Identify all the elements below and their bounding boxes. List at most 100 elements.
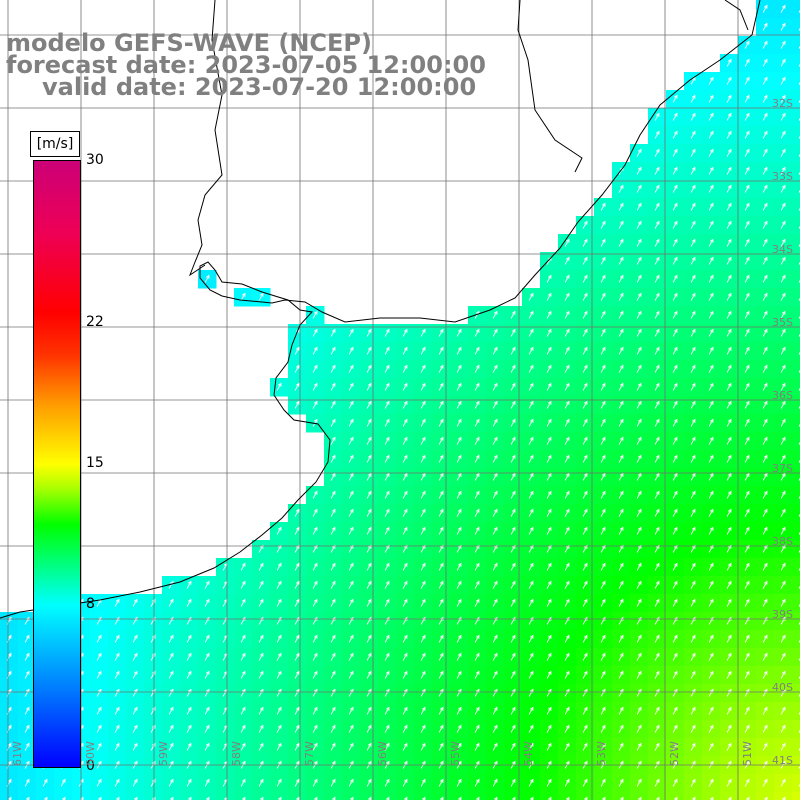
wind-arrow <box>618 256 624 265</box>
wind-arrow <box>618 238 624 247</box>
wind-arrow <box>618 670 624 679</box>
wind-arrow <box>420 580 426 589</box>
wind-arrow <box>24 634 30 643</box>
wind-arrow <box>780 580 786 589</box>
wind-arrow <box>654 400 660 409</box>
wind-arrow <box>348 724 354 733</box>
wind-arrow <box>240 724 246 733</box>
wind-arrow <box>402 436 408 445</box>
wind-arrow <box>438 346 444 355</box>
wind-arrow <box>546 328 552 337</box>
wind-arrow <box>762 418 768 427</box>
wind-arrow <box>654 508 660 517</box>
wind-arrow <box>384 526 390 535</box>
wind-arrow <box>672 418 678 427</box>
wind-cell <box>270 792 289 800</box>
wind-arrow <box>672 220 678 229</box>
wind-arrow <box>708 310 714 319</box>
wind-arrow <box>276 724 282 733</box>
wind-arrow <box>618 454 624 463</box>
wind-arrow <box>402 544 408 553</box>
wind-arrow <box>618 580 624 589</box>
wind-arrow <box>294 526 300 535</box>
wind-arrow <box>294 598 300 607</box>
wind-arrow <box>528 562 534 571</box>
wind-arrow <box>546 454 552 463</box>
wind-arrow <box>168 652 174 661</box>
wind-arrow <box>276 544 282 553</box>
wind-arrow <box>96 742 102 751</box>
wind-cell <box>486 792 505 800</box>
wind-arrow <box>384 382 390 391</box>
wind-arrow <box>474 652 480 661</box>
wind-arrow <box>600 238 606 247</box>
wind-arrow <box>780 184 786 193</box>
wind-arrow <box>528 490 534 499</box>
wind-arrow <box>510 508 516 517</box>
wind-arrow <box>780 148 786 157</box>
wind-arrow <box>582 238 588 247</box>
wind-arrow <box>708 652 714 661</box>
wind-arrow <box>276 742 282 751</box>
wind-arrow <box>312 580 318 589</box>
wind-arrow <box>744 364 750 373</box>
wind-arrow <box>186 652 192 661</box>
wind-arrow <box>636 634 642 643</box>
wind-arrow <box>726 670 732 679</box>
wind-arrow <box>168 706 174 715</box>
wind-arrow <box>456 328 462 337</box>
wind-arrow <box>330 724 336 733</box>
wind-arrow <box>636 454 642 463</box>
wind-arrow <box>582 634 588 643</box>
wind-arrow <box>672 598 678 607</box>
wind-arrow <box>672 382 678 391</box>
wind-arrow <box>546 310 552 319</box>
wind-arrow <box>492 706 498 715</box>
wind-arrow <box>636 580 642 589</box>
wind-arrow <box>618 472 624 481</box>
wind-arrow <box>690 436 696 445</box>
wind-arrow <box>384 598 390 607</box>
wind-arrow <box>348 454 354 463</box>
wind-arrow <box>474 472 480 481</box>
wind-arrow <box>708 382 714 391</box>
wind-arrow <box>402 328 408 337</box>
wind-arrow <box>420 706 426 715</box>
wind-arrow <box>708 328 714 337</box>
wind-cell <box>126 792 145 800</box>
wind-arrow <box>564 652 570 661</box>
wind-arrow <box>528 544 534 553</box>
wind-arrow <box>132 724 138 733</box>
wind-arrow <box>762 472 768 481</box>
wind-arrow <box>780 562 786 571</box>
wind-arrow <box>384 742 390 751</box>
wind-arrow <box>744 454 750 463</box>
wind-arrow <box>474 580 480 589</box>
wind-arrow <box>474 490 480 499</box>
wind-cell <box>162 792 181 800</box>
wind-arrow <box>348 346 354 355</box>
wind-arrow <box>456 508 462 517</box>
wind-arrow <box>510 328 516 337</box>
wind-arrow <box>384 454 390 463</box>
wind-arrow <box>366 706 372 715</box>
wind-arrow <box>600 580 606 589</box>
wind-arrow <box>276 706 282 715</box>
wind-arrow <box>780 598 786 607</box>
wind-arrow <box>168 742 174 751</box>
wind-arrow <box>744 166 750 175</box>
wind-arrow <box>528 454 534 463</box>
wind-arrow <box>708 634 714 643</box>
wind-arrow <box>96 778 102 787</box>
colorbar-tick-label: 15 <box>86 455 104 471</box>
wind-arrow <box>600 472 606 481</box>
wind-arrow <box>600 634 606 643</box>
wind-arrow <box>456 634 462 643</box>
wind-arrow <box>312 652 318 661</box>
wind-arrow <box>402 706 408 715</box>
wind-arrow <box>186 706 192 715</box>
wind-arrow <box>564 526 570 535</box>
wind-arrow <box>438 580 444 589</box>
wind-arrow <box>672 364 678 373</box>
wind-arrow <box>312 544 318 553</box>
